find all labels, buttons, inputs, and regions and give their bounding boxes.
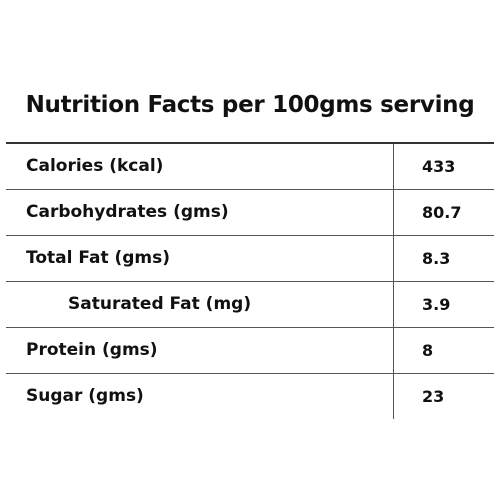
amount: 23 bbox=[393, 374, 494, 419]
row: Calories (kcal) 433 bbox=[6, 144, 494, 190]
nutrient: Protein (gms) bbox=[26, 340, 158, 360]
row: Protein (gms) 8 bbox=[6, 328, 494, 374]
amount: 80.7 bbox=[393, 190, 494, 235]
amount: 8.3 bbox=[393, 236, 494, 281]
nutrient: Calories (kcal) bbox=[26, 156, 164, 176]
amount: 8 bbox=[393, 328, 494, 373]
amount: 3.9 bbox=[393, 282, 494, 327]
title: Nutrition Facts per 100gms serving bbox=[25, 92, 475, 118]
row: Sugar (gms) 23 bbox=[6, 374, 494, 419]
nutrient: Sugar (gms) bbox=[26, 386, 144, 406]
amount: 433 bbox=[393, 144, 494, 189]
row: Saturated Fat (mg) 3.9 bbox=[6, 282, 494, 328]
row: Carbohydrates (gms) 80.7 bbox=[6, 190, 494, 236]
nutrient: Total Fat (gms) bbox=[26, 248, 171, 268]
nutrient: Carbohydrates (gms) bbox=[26, 202, 229, 222]
nutrition-table: Calories (kcal) 433 Carbohydrates (gms) … bbox=[6, 142, 494, 419]
row: Total Fat (gms) 8.3 bbox=[6, 236, 494, 282]
nutrient: Saturated Fat (mg) bbox=[68, 294, 252, 314]
